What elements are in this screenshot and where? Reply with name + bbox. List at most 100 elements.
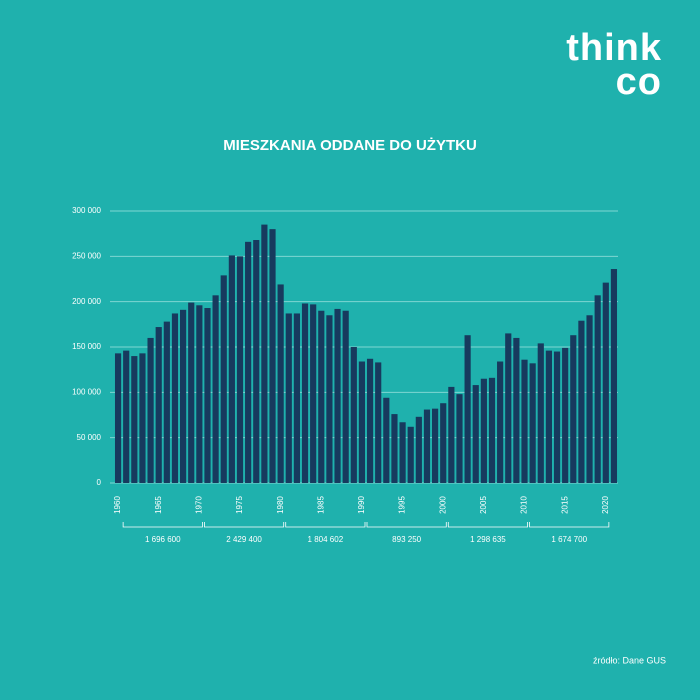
bar [358,361,366,483]
bar [391,414,398,483]
bracket-label: 2 429 400 [226,535,262,544]
bar [293,313,300,483]
bar [350,347,357,483]
bar [497,361,504,483]
bar [139,353,146,483]
bar [245,241,252,483]
bar [155,327,162,483]
bar [123,350,130,483]
bar [204,308,211,483]
bar [399,422,406,483]
x-tick-label: 1975 [235,496,244,514]
bar [236,256,244,483]
bar [212,295,219,483]
x-tick-label: 1980 [276,496,285,514]
bar [269,229,276,483]
bracket-label: 1 696 600 [145,535,181,544]
bar [594,295,601,483]
bar [310,304,317,483]
bar [114,353,122,483]
bar [415,416,422,483]
bracket [529,522,610,528]
bar [505,333,512,483]
bar [375,362,382,483]
bracket-label: 893 250 [392,535,421,544]
bar [562,347,569,483]
bar [488,377,496,483]
bar [253,240,260,483]
bracket [122,522,203,528]
bar [342,310,349,483]
bar [448,386,455,483]
bar [472,385,479,483]
x-tick-label: 2015 [560,496,569,514]
bar [383,397,390,483]
bar [366,358,374,483]
bar [188,302,195,483]
bracket [285,522,366,528]
x-tick-label: 1960 [113,496,122,514]
bar [220,275,227,483]
source: źródło: Dane GUS [593,655,666,665]
bar [432,408,439,483]
bar [440,403,447,483]
bar [301,303,309,483]
bar [423,409,431,483]
logo: think [566,27,662,69]
bar [407,426,414,483]
bar [578,320,585,483]
x-tick-label: 2020 [601,496,610,514]
y-tick-label: 200 000 [72,297,101,306]
bar [326,315,333,483]
bracket [447,522,528,528]
x-tick-label: 1995 [398,496,407,514]
x-tick-label: 1970 [194,496,203,514]
bar [131,356,138,483]
bar [228,255,235,483]
bar [570,335,577,483]
bar [602,282,609,483]
bar [277,284,284,483]
bar [196,305,203,483]
bar [285,313,292,483]
bar [171,313,179,483]
bar [334,308,341,483]
bar [586,315,593,483]
bar [464,335,471,483]
y-tick-label: 300 000 [72,206,101,215]
bar [480,378,487,483]
x-tick-label: 1985 [316,496,325,514]
bar [147,337,154,483]
x-tick-label: 1990 [357,496,366,514]
bracket-label: 1 298 635 [470,535,506,544]
bar [318,310,325,483]
bar [513,337,520,483]
x-tick-label: 1965 [154,496,163,514]
x-tick-label: 2000 [438,496,447,514]
bar [180,309,187,483]
bracket [366,522,447,528]
bar [545,350,552,483]
chart-title: MIESZKANIA ODDANE DO UŻYTKU [223,137,477,154]
bar [456,394,463,483]
bracket [204,522,285,528]
y-tick-label: 250 000 [72,251,101,260]
bar [553,351,561,483]
bracket-label: 1 804 602 [308,535,344,544]
y-tick-label: 0 [97,478,102,487]
bar [521,359,528,483]
bar [529,363,536,483]
bar [610,269,618,483]
bar [163,321,170,483]
bar [537,343,544,483]
y-tick-label: 150 000 [72,342,101,351]
logo: co [616,61,662,103]
x-tick-label: 2010 [520,496,529,514]
bracket-label: 1 674 700 [551,535,587,544]
y-tick-label: 100 000 [72,387,101,396]
x-tick-label: 2005 [479,496,488,514]
y-tick-label: 50 000 [77,433,102,442]
bar [261,224,268,483]
